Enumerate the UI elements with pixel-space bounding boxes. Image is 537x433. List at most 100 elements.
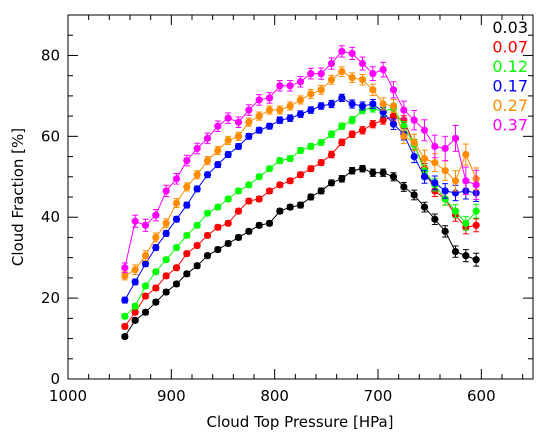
data-point xyxy=(420,154,429,163)
data-point xyxy=(234,233,243,242)
data-point xyxy=(410,152,418,161)
data-point xyxy=(234,118,243,126)
data-point xyxy=(400,132,408,140)
data-point xyxy=(400,183,408,191)
x-tick-label: 1000 xyxy=(49,387,87,405)
data-point xyxy=(369,86,377,94)
data-point xyxy=(348,130,356,138)
data-point xyxy=(348,74,356,82)
data-point xyxy=(358,59,367,68)
data-point xyxy=(307,90,315,98)
data-point xyxy=(358,102,367,110)
data-point xyxy=(234,132,243,140)
plot-frame xyxy=(67,14,534,380)
data-point xyxy=(224,195,232,203)
data-point xyxy=(245,106,253,114)
series-layer xyxy=(121,45,480,341)
y-tick-label: 60 xyxy=(41,127,60,145)
data-point xyxy=(203,252,212,260)
data-point xyxy=(255,112,263,120)
data-point xyxy=(358,76,367,84)
data-point xyxy=(265,122,274,130)
data-point xyxy=(389,112,398,120)
series-0.37 xyxy=(121,45,480,274)
x-tick-label: 900 xyxy=(157,387,186,405)
series-line xyxy=(124,168,477,337)
data-point xyxy=(265,165,274,173)
data-point xyxy=(327,130,336,138)
data-point xyxy=(245,181,253,189)
data-point xyxy=(162,219,170,227)
x-axis-label: Cloud Top Pressure [HPa] xyxy=(206,413,393,431)
data-point xyxy=(152,233,160,242)
data-point xyxy=(462,252,470,260)
data-point xyxy=(296,110,305,118)
data-point xyxy=(141,292,150,300)
y-tick-label: 40 xyxy=(41,208,60,226)
data-point xyxy=(348,49,356,58)
data-point xyxy=(141,282,150,290)
data-point xyxy=(172,264,181,272)
data-point xyxy=(389,120,398,128)
data-point xyxy=(121,272,129,280)
data-point xyxy=(172,215,181,223)
data-point xyxy=(141,260,150,268)
data-point xyxy=(389,102,398,110)
data-point xyxy=(203,134,212,142)
data-point xyxy=(172,243,181,252)
data-point xyxy=(338,94,346,102)
x-tick-label: 600 xyxy=(467,387,496,405)
data-point xyxy=(462,219,470,227)
data-point xyxy=(121,312,129,320)
data-point xyxy=(472,207,480,215)
data-point xyxy=(338,122,346,130)
data-point xyxy=(214,122,222,130)
y-tick-label: 0 xyxy=(50,370,60,388)
data-point xyxy=(234,142,243,151)
data-point xyxy=(141,221,150,229)
data-point xyxy=(193,221,201,229)
data-point xyxy=(410,138,418,146)
data-point xyxy=(276,157,284,165)
data-point xyxy=(389,86,398,94)
data-point xyxy=(224,239,232,248)
data-point xyxy=(131,302,139,310)
data-point xyxy=(265,219,274,227)
data-point xyxy=(265,106,274,114)
data-point xyxy=(183,201,191,209)
data-point xyxy=(369,120,377,128)
y-tick-label: 80 xyxy=(41,46,60,64)
data-point xyxy=(265,187,274,195)
data-point xyxy=(441,227,449,235)
data-point xyxy=(255,126,263,134)
data-point xyxy=(121,332,129,341)
data-point xyxy=(400,122,408,130)
data-point xyxy=(327,150,336,159)
axis-ticks: 1000 900 800 700 600 0 20 40 60 80 xyxy=(41,14,533,405)
data-point xyxy=(462,177,470,185)
data-point xyxy=(441,195,449,203)
data-point xyxy=(379,66,387,74)
data-point xyxy=(131,278,139,286)
data-point xyxy=(276,82,284,90)
data-point xyxy=(451,134,460,142)
data-point xyxy=(131,266,139,274)
legend-entry: 0.12 xyxy=(492,57,528,76)
y-axis-label: Cloud Fraction [%] xyxy=(9,128,27,266)
data-point xyxy=(255,96,263,104)
data-point xyxy=(379,116,387,124)
data-point xyxy=(472,256,480,264)
data-point xyxy=(348,167,356,175)
data-point xyxy=(441,144,449,153)
data-point xyxy=(172,199,181,207)
data-point xyxy=(286,102,294,110)
data-point xyxy=(183,270,191,278)
data-point xyxy=(152,268,160,276)
data-point xyxy=(296,146,305,155)
data-point xyxy=(369,70,377,78)
data-point xyxy=(296,78,305,86)
data-point xyxy=(245,118,253,126)
data-point xyxy=(338,175,346,183)
data-point xyxy=(431,159,439,167)
